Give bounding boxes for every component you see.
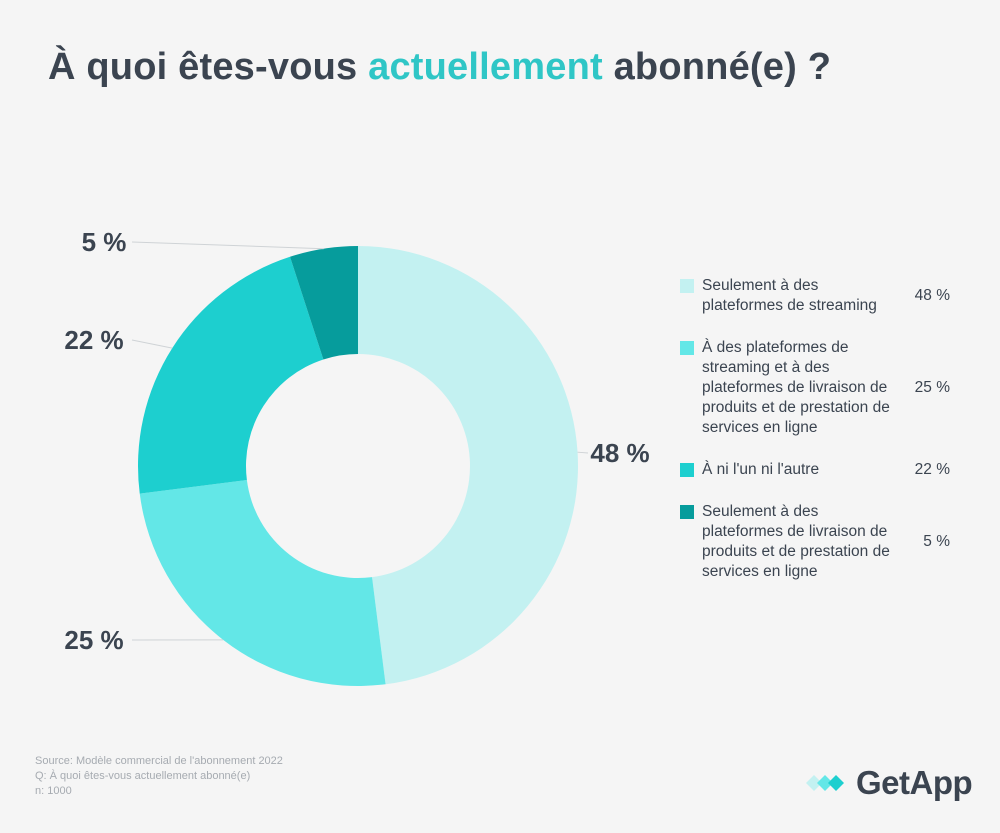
- legend-swatch: [680, 279, 694, 293]
- slice-streaming-only: [358, 246, 578, 685]
- legend-label: À des plateformes de streaming et à des …: [702, 339, 890, 436]
- slice-delivery-only: [290, 246, 358, 360]
- getapp-logo-icon: [806, 775, 844, 791]
- title-prefix: À quoi êtes-vous: [48, 46, 369, 88]
- data-label: 25 %: [64, 625, 123, 655]
- title-suffix: abonné(e) ?: [602, 46, 832, 88]
- leader-line: [577, 451, 589, 454]
- legend-item-delivery-only: Seulement à des plateformes de livraison…: [680, 502, 950, 582]
- leader-line: [131, 241, 324, 250]
- legend-swatch: [680, 341, 694, 355]
- footnote-source: Source: Modèle commercial de l'abonnemen…: [35, 755, 283, 767]
- footnote-sample-size: n: 1000: [35, 785, 72, 797]
- legend-swatch: [680, 463, 694, 477]
- legend-label: À ni l'un ni l'autre: [702, 461, 820, 478]
- data-label: 22 %: [64, 325, 123, 355]
- footnote-question: Q: À quoi êtes-vous actuellement abonné(…: [35, 770, 251, 782]
- legend-label: Seulement à des plateformes de streaming: [702, 277, 877, 314]
- legend-label: Seulement à des plateformes de livraison…: [702, 503, 890, 580]
- leader-line: [131, 339, 173, 349]
- logo-text: GetApp: [856, 764, 973, 801]
- legend-swatch: [680, 505, 694, 519]
- data-label: 5 %: [82, 227, 127, 257]
- slice-both: [139, 480, 386, 686]
- getapp-logo[interactable]: GetApp: [804, 764, 973, 802]
- legend-value: 25 %: [914, 379, 950, 396]
- legend: Seulement à des plateformes de streaming…: [680, 276, 950, 604]
- title-accent: actuellement: [368, 46, 603, 88]
- footnote: Source: Modèle commercial de l'abonnemen…: [35, 754, 283, 799]
- legend-item-neither: À ni l'un ni l'autre 22 %: [680, 460, 950, 480]
- legend-item-streaming-only: Seulement à des plateformes de streaming…: [680, 276, 950, 316]
- data-label: 48 %: [590, 438, 649, 468]
- slice-neither: [138, 256, 324, 494]
- chart-title: À quoi êtes-vous actuellement abonné(e) …: [48, 46, 831, 89]
- legend-value: 22 %: [914, 461, 950, 478]
- legend-item-both: À des plateformes de streaming et à des …: [680, 338, 950, 438]
- legend-value: 48 %: [914, 287, 950, 304]
- legend-value: 5 %: [923, 533, 950, 550]
